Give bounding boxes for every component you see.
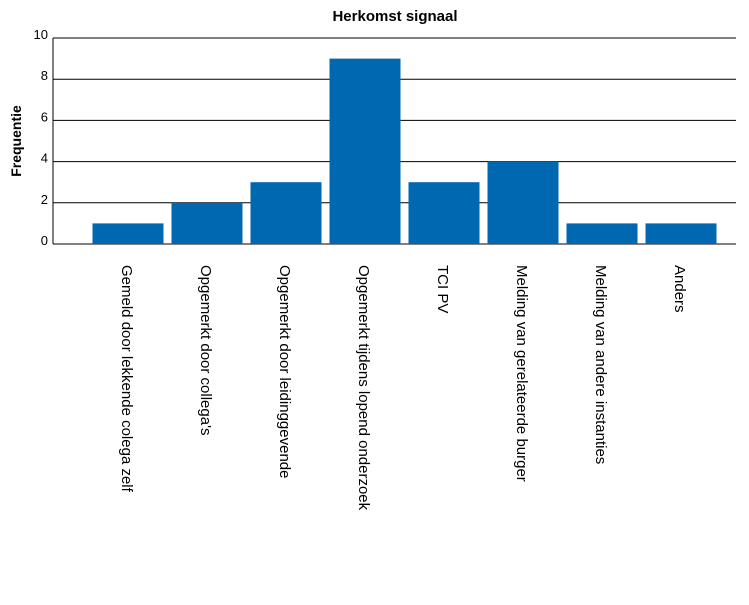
bar: [171, 202, 243, 244]
x-category-label: Opgemerkt door leidinggevende: [276, 265, 293, 478]
bar: [645, 223, 717, 244]
x-category-label: Anders: [671, 265, 688, 313]
x-category-label: Gemeld door lekkende colega zelf: [118, 265, 135, 493]
y-tick-label: 0: [41, 233, 48, 248]
bar: [487, 161, 559, 244]
bar: [408, 182, 480, 244]
y-tick-label: 10: [34, 27, 48, 42]
bars: [92, 58, 717, 244]
x-category-label: TCI PV: [434, 265, 451, 313]
y-tick-label: 8: [41, 68, 48, 83]
category-labels: Gemeld door lekkende colega zelf Opgemerk…: [118, 265, 688, 511]
x-category-label: Melding van gerelateerde burger: [513, 265, 530, 482]
x-category-label: Opgemerkt tijdens lopend onderzoek: [355, 265, 372, 511]
x-category-label: Opgemerkt door collega's: [197, 265, 214, 435]
bar: [566, 223, 638, 244]
y-tick-label: 2: [41, 192, 48, 207]
y-tick-label: 4: [41, 151, 48, 166]
bar: [250, 182, 322, 244]
bar: [92, 223, 164, 244]
y-tick-labels: 0 2 4 6 8 10: [34, 27, 48, 248]
y-tick-label: 6: [41, 109, 48, 124]
bar: [329, 58, 401, 244]
x-category-label: Melding van andere instanties: [592, 265, 609, 464]
y-axis-title: Frequentie: [8, 105, 24, 177]
chart-title: Herkomst signaal: [332, 8, 457, 25]
